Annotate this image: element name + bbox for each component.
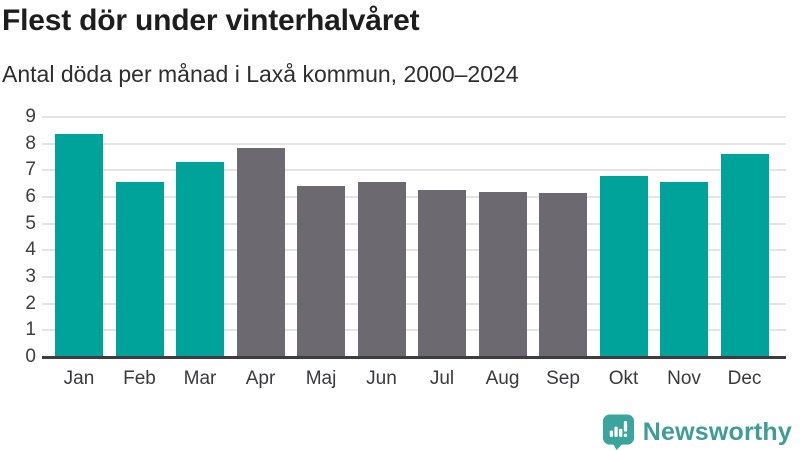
y-axis-tick-label: 9 xyxy=(25,106,36,127)
y-axis-tick-label: 8 xyxy=(25,132,36,154)
bar-okt xyxy=(599,175,648,357)
x-axis-tick-label: Okt xyxy=(608,368,639,389)
y-axis-tick-label: 7 xyxy=(25,159,36,181)
x-axis-tick-label: Maj xyxy=(305,368,337,389)
newsworthy-wordmark: Newsworthy xyxy=(642,417,792,446)
chart-subtitle: Antal döda per månad i Laxå kommun, 2000… xyxy=(2,61,519,87)
gridline-y8 xyxy=(42,142,786,145)
newsworthy-logo: Newsworthy xyxy=(602,414,792,450)
bar-nov xyxy=(660,182,708,357)
x-axis-tick-label: Aug xyxy=(485,368,520,389)
bar-aug xyxy=(478,191,527,357)
x-axis-tick-label: Nov xyxy=(667,368,701,389)
gridline-y3 xyxy=(42,276,786,278)
gridline-y5 xyxy=(42,222,786,225)
x-axis-tick-label: Jul xyxy=(429,368,455,389)
bar-chart-speech-bubble-icon xyxy=(602,414,634,450)
bar-jun xyxy=(357,182,406,357)
gridline-y2 xyxy=(42,302,786,305)
y-axis-tick-label: 5 xyxy=(25,212,36,234)
x-axis-tick-label: Apr xyxy=(245,368,276,389)
x-axis-tick-label: Mar xyxy=(183,368,217,389)
gridline-y9 xyxy=(42,116,786,118)
y-axis-tick-label: 0 xyxy=(25,346,36,367)
y-axis-tick-label: 1 xyxy=(25,319,36,341)
bar-feb xyxy=(115,182,164,357)
gridline-y6 xyxy=(42,196,786,198)
gridline-y7 xyxy=(42,169,786,172)
y-axis-tick-label: 2 xyxy=(25,292,36,314)
x-axis-tick-label: Jun xyxy=(366,368,397,389)
x-axis-tick-label: Dec xyxy=(727,368,762,389)
x-axis-tick-label: Jan xyxy=(63,368,95,389)
bar-jul xyxy=(418,190,466,357)
x-axis-line xyxy=(42,356,786,359)
bar-dec xyxy=(720,154,769,357)
gridline-y4 xyxy=(42,249,786,252)
y-axis-tick-label: 3 xyxy=(25,266,36,287)
x-axis-tick-label: Feb xyxy=(123,368,156,389)
bar-apr xyxy=(236,147,285,357)
page-title: Flest dör under vinterhalvåret xyxy=(2,4,420,37)
bar-mar xyxy=(176,162,224,357)
bar-jan xyxy=(55,134,103,357)
y-axis-tick-label: 4 xyxy=(25,239,36,261)
gridline-y1 xyxy=(42,329,786,332)
bar-sep xyxy=(539,193,587,357)
x-axis-tick-label: Sep xyxy=(546,368,580,389)
bar-maj xyxy=(297,186,345,357)
y-axis-tick-label: 6 xyxy=(25,186,36,207)
